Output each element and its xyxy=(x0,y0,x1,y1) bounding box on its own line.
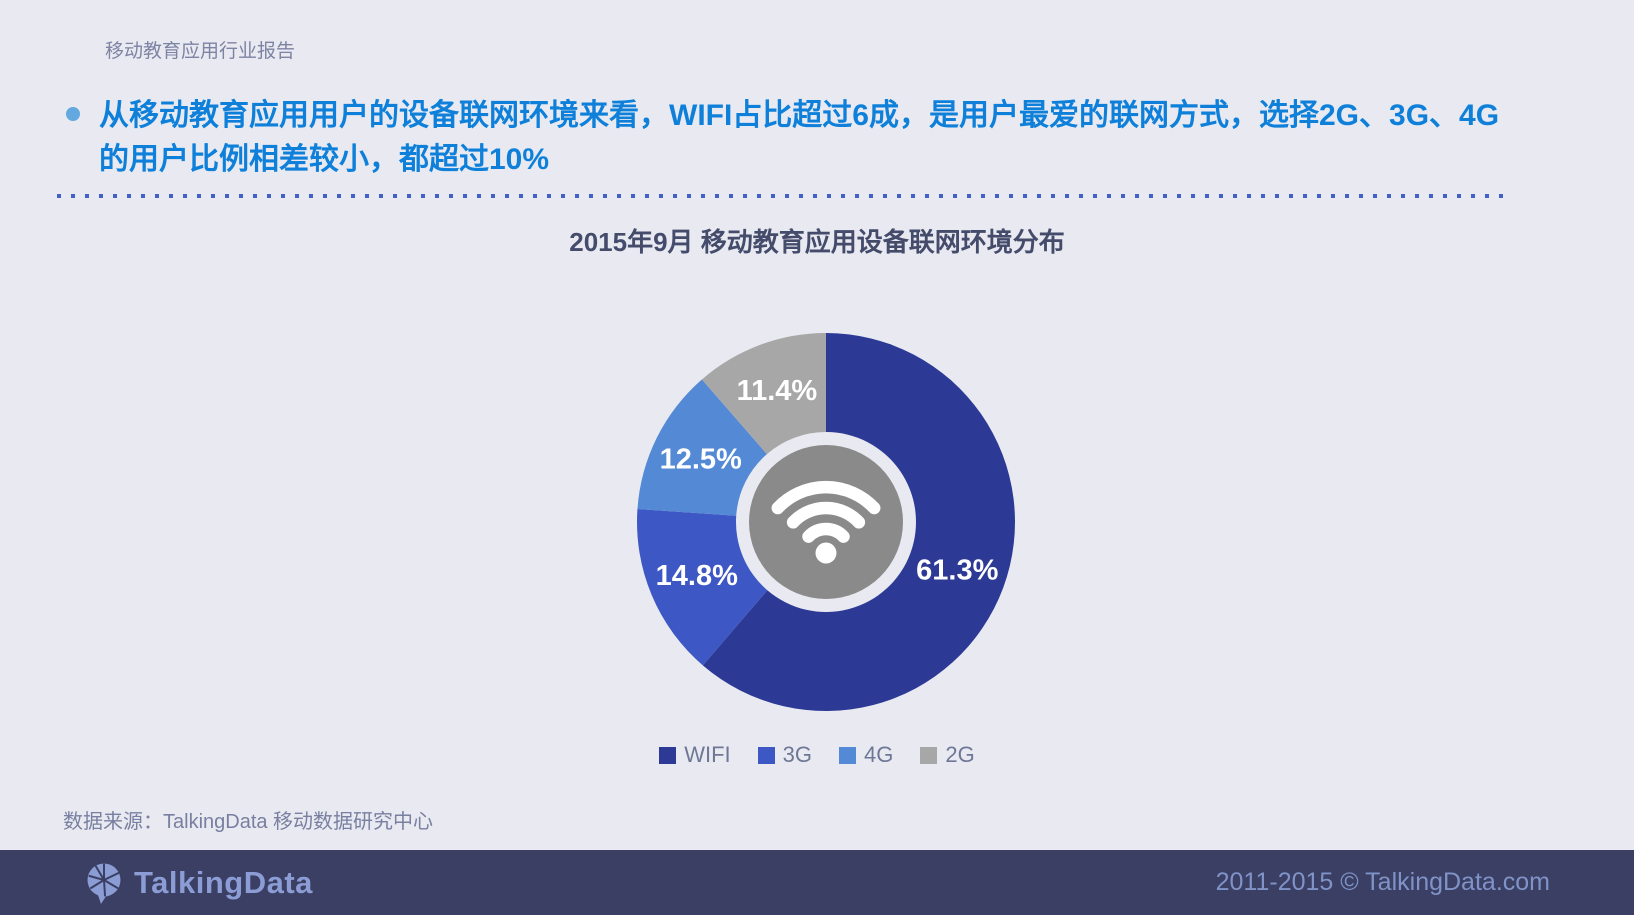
copyright: 2011-2015 © TalkingData.com xyxy=(1215,868,1550,896)
donut-labels: 61.3% 14.8% 12.5% 11.4% xyxy=(656,375,999,592)
bullet-icon xyxy=(66,107,80,121)
footer: TalkingData 2011-2015 © TalkingData.com xyxy=(0,850,1634,915)
insight-bullet-row: 从移动教育应用用户的设备联网环境来看，WIFI占比超过6成，是用户最爱的联网方式… xyxy=(66,94,1516,183)
donut-label-4g: 12.5% xyxy=(660,444,742,476)
donut-label-3g: 14.8% xyxy=(656,560,738,592)
legend-item-wifi: WIFI xyxy=(659,742,731,768)
brand: TalkingData xyxy=(84,861,313,905)
chart-legend: WIFI 3G 4G 2G xyxy=(0,742,1634,768)
chart-title: 2015年9月 移动教育应用设备联网环境分布 xyxy=(569,227,1065,257)
donut-label-2g: 11.4% xyxy=(737,375,818,407)
talkingdata-logo-icon xyxy=(87,863,121,904)
legend-item-3g: 3G xyxy=(757,742,813,768)
legend-swatch-3g xyxy=(757,746,775,764)
legend-label-4g: 4G xyxy=(864,742,894,767)
wifi-icon xyxy=(771,480,881,564)
legend-swatch-2g xyxy=(920,746,938,764)
insight-text: 从移动教育应用用户的设备联网环境来看，WIFI占比超过6成，是用户最爱的联网方式… xyxy=(99,99,1500,177)
donut-segment-wifi xyxy=(702,333,1015,711)
donut-segments xyxy=(636,333,1015,711)
legend-label-wifi: WIFI xyxy=(684,742,731,767)
donut-segment-2g xyxy=(701,333,826,455)
legend-swatch-wifi xyxy=(659,746,677,764)
donut-segment-4g xyxy=(637,379,767,516)
legend-label-2g: 2G xyxy=(945,742,975,767)
legend-item-2g: 2G xyxy=(920,742,975,768)
donut-center-circle xyxy=(749,445,903,599)
report-label: 移动教育应用行业报告 xyxy=(105,41,296,62)
legend-item-4g: 4G xyxy=(839,742,893,768)
legend-swatch-4g xyxy=(839,746,857,764)
brand-name: TalkingData xyxy=(134,864,313,900)
donut-chart: 61.3% 14.8% 12.5% 11.4% xyxy=(636,332,1016,712)
donut-label-wifi: 61.3% xyxy=(916,555,998,587)
legend-label-3g: 3G xyxy=(782,742,813,767)
data-source: 数据来源：TalkingData 移动数据研究中心 xyxy=(63,811,434,833)
donut-chart-svg: 61.3% 14.8% 12.5% 11.4% xyxy=(636,333,1015,711)
donut-segment-3g xyxy=(636,508,768,666)
dotted-divider xyxy=(57,194,1504,198)
